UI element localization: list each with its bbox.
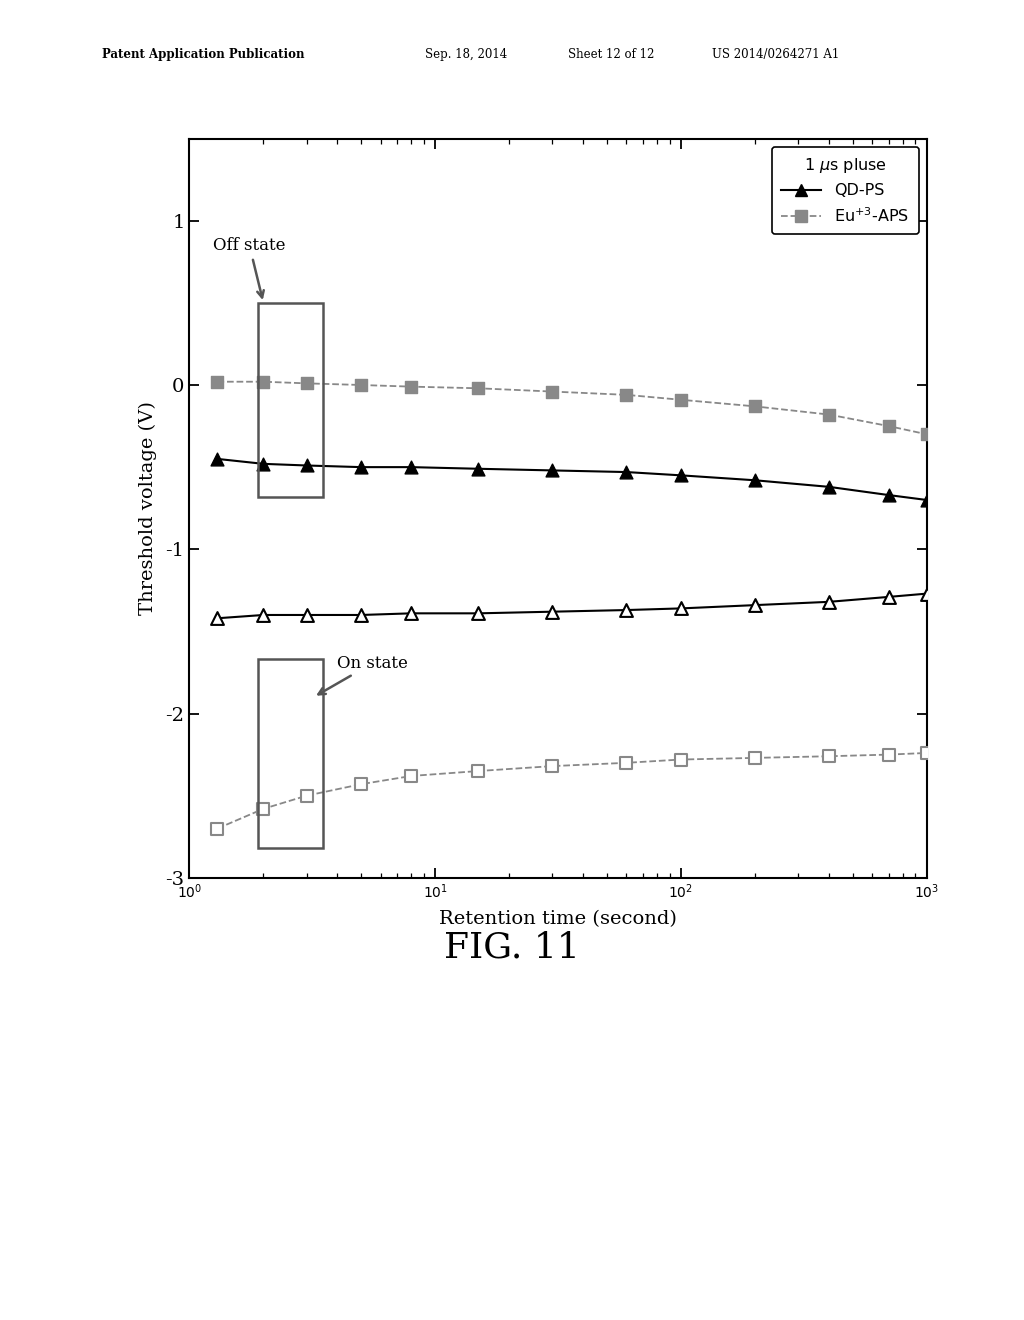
Point xyxy=(673,465,689,486)
Y-axis label: Threshold voltage (V): Threshold voltage (V) xyxy=(139,401,157,615)
Point xyxy=(746,747,763,768)
Point xyxy=(746,594,763,615)
Point xyxy=(209,818,225,840)
Point xyxy=(209,607,225,628)
Point xyxy=(299,605,315,626)
Point xyxy=(919,583,935,605)
Point xyxy=(255,799,271,820)
Point xyxy=(255,371,271,392)
Point xyxy=(919,424,935,445)
Text: US 2014/0264271 A1: US 2014/0264271 A1 xyxy=(712,48,839,61)
Point xyxy=(820,477,837,498)
Point xyxy=(919,490,935,511)
Point xyxy=(881,484,897,506)
Point xyxy=(545,381,561,403)
Point xyxy=(353,457,370,478)
Point xyxy=(545,755,561,776)
Point xyxy=(353,605,370,626)
Point xyxy=(820,746,837,767)
X-axis label: Retention time (second): Retention time (second) xyxy=(439,909,677,928)
Text: Off state: Off state xyxy=(213,238,286,297)
Point xyxy=(881,586,897,607)
Point xyxy=(618,752,635,774)
Text: FIG. 11: FIG. 11 xyxy=(444,931,580,965)
Point xyxy=(470,458,486,479)
Point xyxy=(403,603,420,624)
Point xyxy=(299,455,315,477)
Point xyxy=(403,766,420,787)
Bar xyxy=(258,659,324,849)
Text: Sep. 18, 2014: Sep. 18, 2014 xyxy=(425,48,507,61)
Point xyxy=(820,404,837,425)
Point xyxy=(820,591,837,612)
Legend: QD-PS, Eu$^{+3}$-APS: QD-PS, Eu$^{+3}$-APS xyxy=(772,147,919,235)
Point xyxy=(919,742,935,763)
Point xyxy=(470,760,486,781)
Text: Patent Application Publication: Patent Application Publication xyxy=(102,48,305,61)
Point xyxy=(618,462,635,483)
Point xyxy=(545,601,561,622)
Point xyxy=(209,449,225,470)
Point xyxy=(255,605,271,626)
Point xyxy=(209,371,225,392)
Text: Sheet 12 of 12: Sheet 12 of 12 xyxy=(568,48,654,61)
Point xyxy=(299,372,315,393)
Point xyxy=(353,375,370,396)
Point xyxy=(470,378,486,399)
Point xyxy=(353,774,370,795)
Point xyxy=(746,470,763,491)
Point xyxy=(403,457,420,478)
Point xyxy=(618,599,635,620)
Point xyxy=(255,453,271,474)
Point xyxy=(673,748,689,770)
Point xyxy=(545,459,561,480)
Point xyxy=(881,744,897,766)
Point xyxy=(673,598,689,619)
Point xyxy=(618,384,635,405)
Point xyxy=(470,603,486,624)
Text: On state: On state xyxy=(318,655,409,694)
Point xyxy=(673,389,689,411)
Point xyxy=(881,416,897,437)
Bar xyxy=(258,302,324,496)
Point xyxy=(403,376,420,397)
Point xyxy=(299,785,315,807)
Point xyxy=(746,396,763,417)
